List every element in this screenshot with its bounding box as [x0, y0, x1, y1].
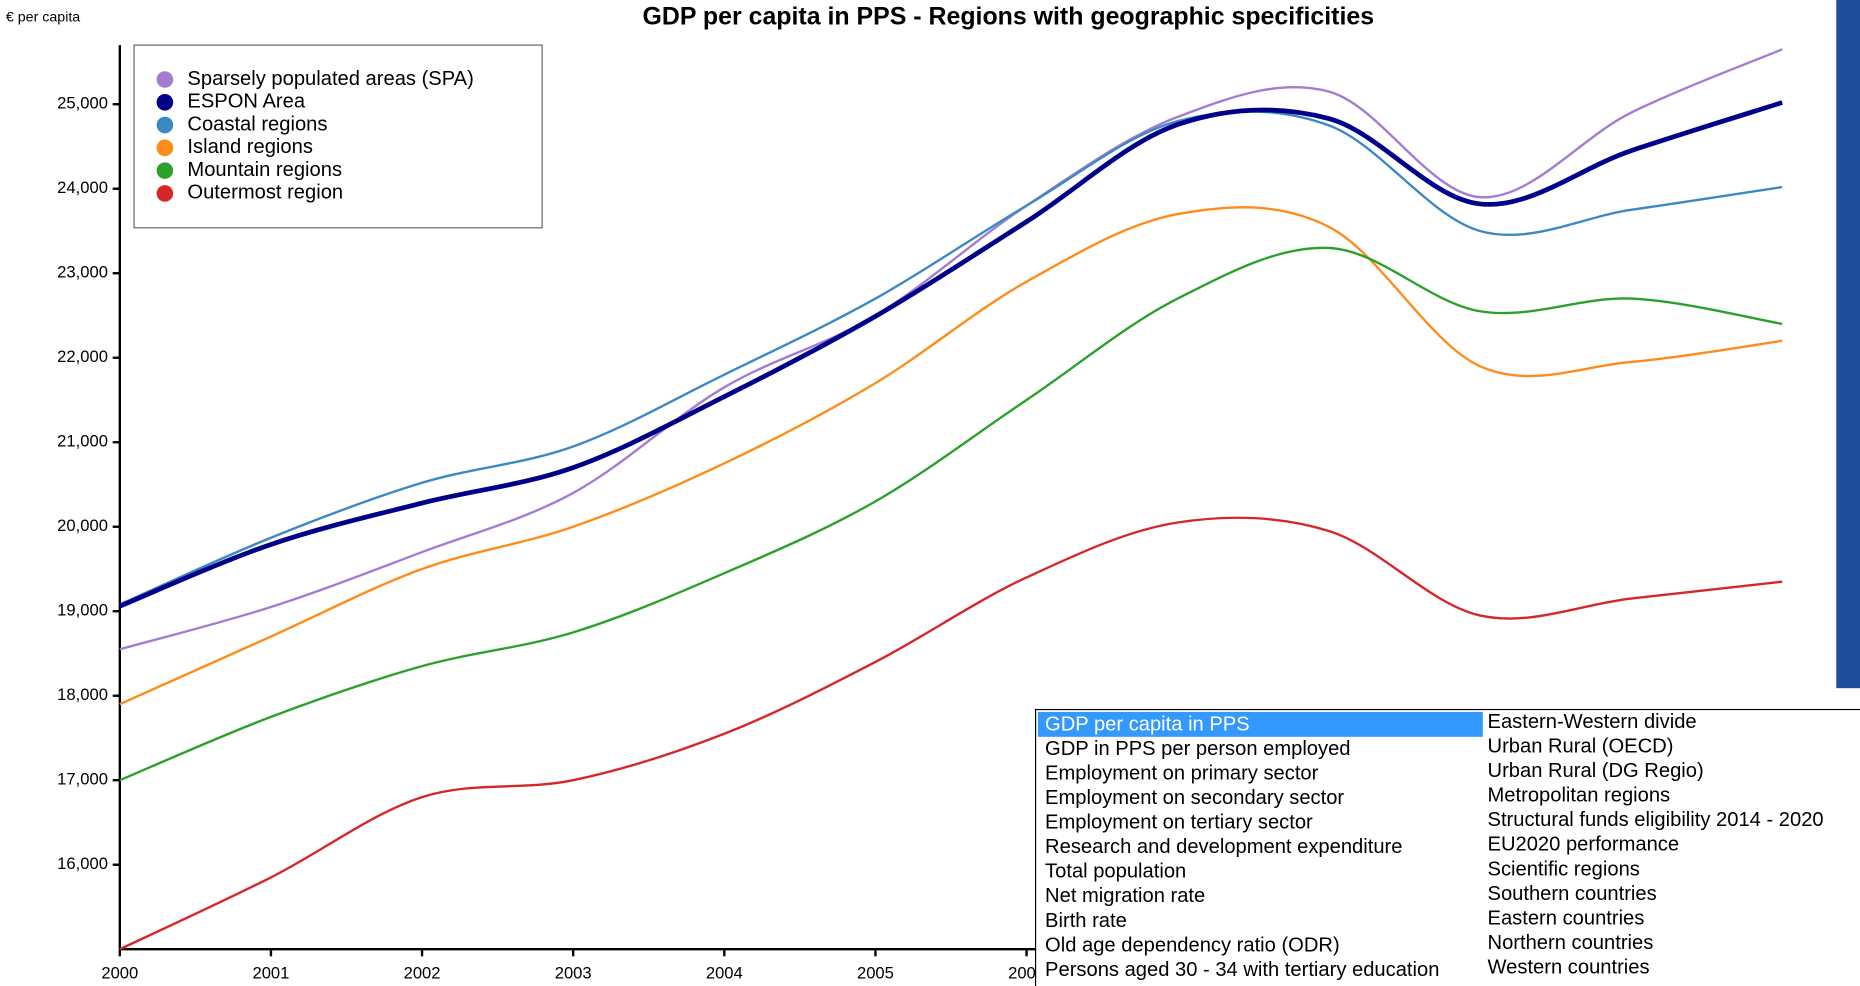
y-tick-label: 25,000: [57, 94, 108, 113]
x-tick-label: 2004: [706, 964, 743, 983]
x-tick-label: 2001: [252, 964, 289, 983]
x-tick-label: 2000: [101, 964, 138, 983]
menu-option[interactable]: Urban Rural (OECD): [1488, 735, 1674, 757]
y-tick-label: 17,000: [57, 770, 108, 789]
menu-option[interactable]: GDP in PPS per person employed: [1045, 738, 1350, 760]
lines: [118, 48, 1783, 951]
y-tick-label: 18,000: [57, 685, 108, 704]
y-tick-label: 16,000: [57, 854, 108, 873]
legend-swatch: [156, 93, 174, 111]
side-panel: [1836, 0, 1860, 689]
series-line: [119, 516, 1783, 951]
x-tick-label: 2005: [857, 964, 894, 983]
legend-swatch: [156, 71, 174, 88]
series-line: [119, 246, 1783, 782]
x-tick-label: 2002: [404, 964, 441, 983]
menu-option[interactable]: Net migration rate: [1045, 885, 1205, 907]
menu-option[interactable]: Western countries: [1488, 957, 1650, 979]
legend-label: Island regions: [187, 136, 312, 158]
y-tick-label: 24,000: [57, 178, 108, 197]
menu-option[interactable]: Research and development expenditure: [1045, 836, 1402, 858]
menu-option[interactable]: Metropolitan regions: [1488, 785, 1671, 807]
y-tick-label: 19,000: [57, 601, 108, 620]
series-line: [119, 110, 1783, 606]
series-line: [119, 48, 1783, 651]
x-tick-label: 2003: [555, 964, 592, 983]
legend: Sparsely populated areas (SPA)ESPON Area…: [133, 44, 543, 229]
legend-swatch: [156, 139, 174, 157]
menu-option[interactable]: Urban Rural (DG Regio): [1488, 760, 1704, 782]
indicator-menu[interactable]: GDP per capita in PPS GDP in PPS per pers…: [1034, 708, 1860, 986]
y-tick-label: 21,000: [57, 432, 108, 451]
menu-option[interactable]: Scientific regions: [1488, 858, 1640, 880]
menu-option[interactable]: EU2020 performance: [1488, 834, 1680, 856]
chart-title: GDP per capita in PPS - Regions with geo…: [642, 2, 1374, 30]
series-line: [118, 100, 1783, 609]
y-tick-label: 23,000: [57, 263, 108, 282]
y-axis-label: € per capita: [6, 10, 80, 26]
y-tick-label: 22,000: [57, 347, 108, 366]
menu-option[interactable]: Southern countries: [1488, 883, 1657, 905]
legend-swatch: [156, 162, 174, 179]
y-tick-label: 20,000: [57, 516, 108, 535]
menu-option[interactable]: Employment on tertiary sector: [1045, 812, 1313, 834]
legend-label: Sparsely populated areas (SPA): [187, 68, 473, 90]
menu-option[interactable]: Northern countries: [1488, 932, 1654, 954]
menu-option[interactable]: GDP per capita in PPS: [1045, 713, 1250, 735]
axes: 16,000 17,000 18,000 19,000 20,000 21,000 22,0…: [57, 45, 1792, 983]
legend-swatch: [156, 185, 174, 202]
menu-option[interactable]: Employment on secondary sector: [1045, 787, 1344, 809]
menu-option[interactable]: Structural funds eligibility 2014 - 2020: [1488, 809, 1824, 831]
menu-option[interactable]: Old age dependency ratio (ODR): [1045, 934, 1340, 956]
menu-option[interactable]: Total population: [1045, 861, 1186, 883]
legend-label: ESPON Area: [187, 91, 305, 113]
menu-box: [1034, 708, 1860, 986]
legend-label: Mountain regions: [187, 159, 342, 181]
menu-option[interactable]: Birth rate: [1045, 910, 1127, 932]
legend-label: Coastal regions: [187, 113, 327, 135]
menu-option[interactable]: Eastern-Western divide: [1488, 711, 1697, 733]
legend-label: Outermost region: [187, 182, 343, 204]
legend-swatch: [156, 116, 174, 134]
menu-highlight: [1037, 711, 1483, 737]
series-line: [119, 206, 1783, 706]
menu-option[interactable]: Eastern countries: [1488, 907, 1645, 929]
menu-option[interactable]: Persons aged 30 - 34 with tertiary educa…: [1045, 959, 1439, 981]
menu-option[interactable]: Employment on primary sector: [1045, 762, 1319, 784]
legend-box: [133, 44, 543, 229]
